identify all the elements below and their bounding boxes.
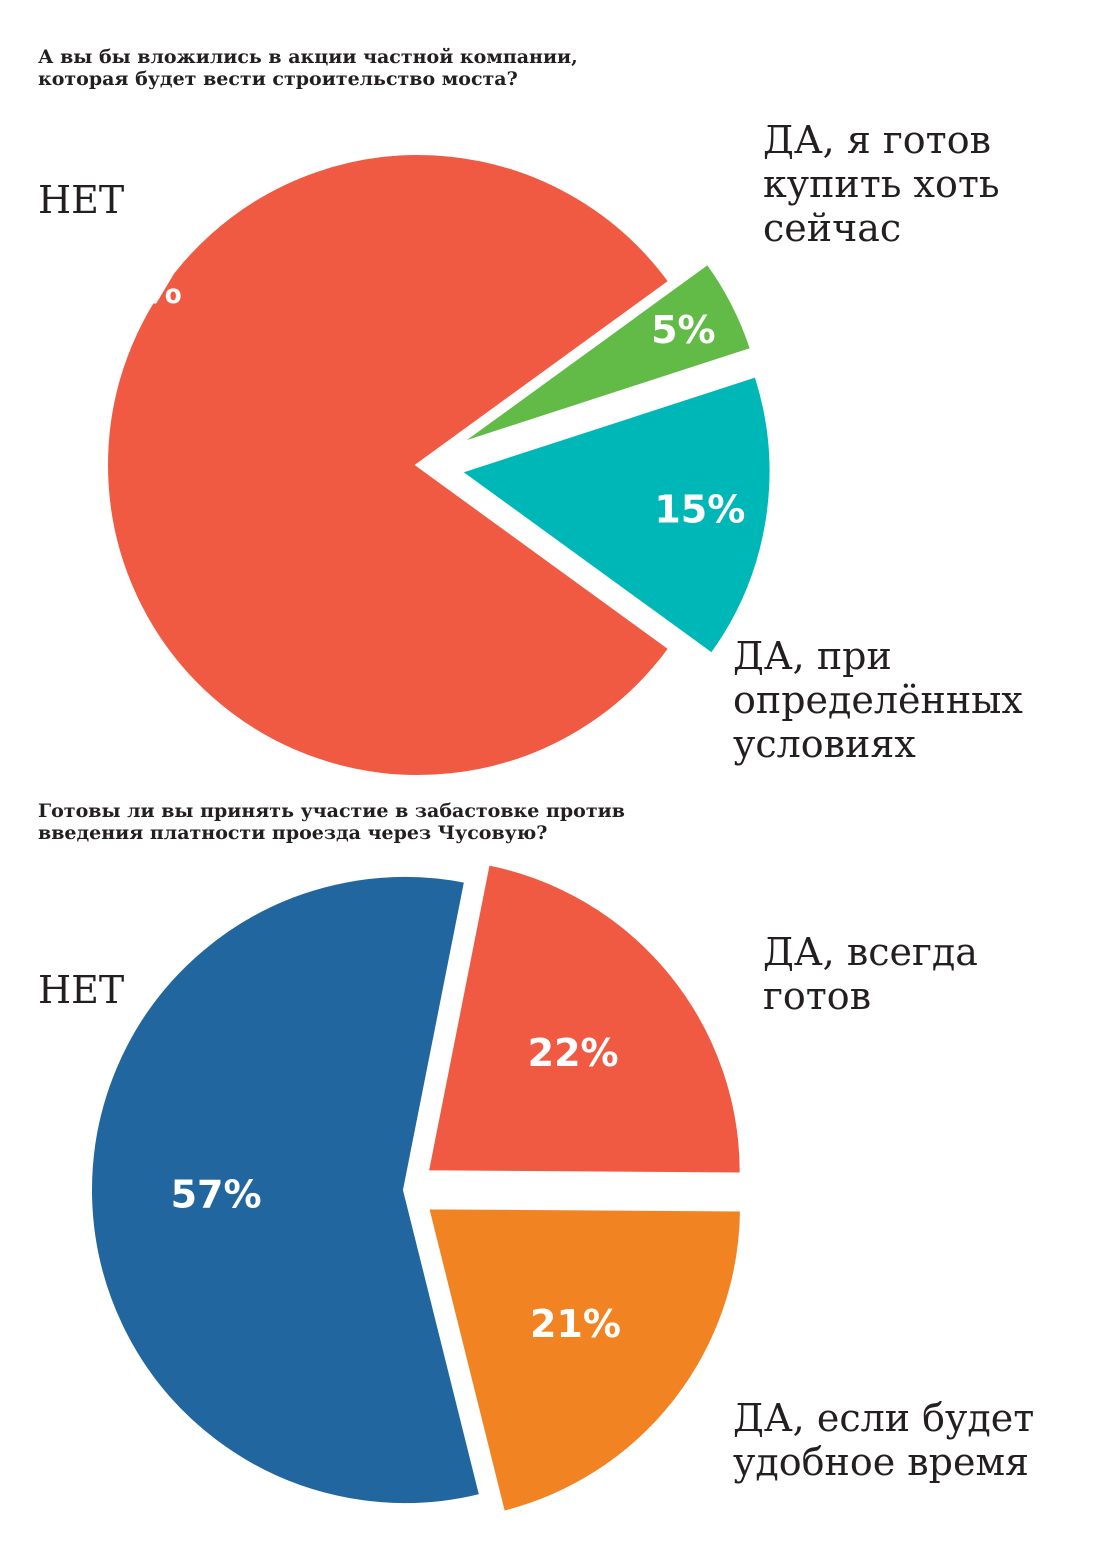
chart1-value-label-0: 80% xyxy=(91,268,182,312)
label-line: сейчас xyxy=(763,206,902,250)
chart1-value-label-1: 5% xyxy=(651,308,716,352)
chart2-slice-2 xyxy=(424,1205,745,1516)
chart2-label-yes-time: ДА, если будет удобное время xyxy=(733,1396,1034,1484)
label-line: ДА, если будет xyxy=(733,1396,1035,1440)
chart1-label-yes-cond: ДА, при определённых условиях xyxy=(733,634,1023,766)
label-line: удобное время xyxy=(733,1440,1030,1484)
label-line: условиях xyxy=(733,722,916,766)
chart2-value-label-1: 22% xyxy=(528,1031,619,1075)
chart2-title-line2: введения платности проезда через Чусовую… xyxy=(38,822,548,844)
chart1-label-no: НЕТ xyxy=(38,178,125,222)
label-line: готов xyxy=(763,974,872,1018)
label-line: ДА, всегда xyxy=(763,930,978,974)
chart2-label-yes-always: ДА, всегда готов xyxy=(763,930,978,1018)
chart2-value-label-0: 57% xyxy=(171,1173,262,1217)
label-line: определённых xyxy=(733,678,1023,722)
chart1-title: А вы бы вложились в акции частной компан… xyxy=(38,46,578,90)
chart1-label-yes-now: ДА, я готов купить хоть сейчас xyxy=(763,118,1000,250)
chart1-slice-2 xyxy=(455,372,774,658)
chart2-title: Готовы ли вы принять участие в забастовк… xyxy=(38,800,625,844)
label-line: ДА, я готов xyxy=(763,118,991,162)
chart1-value-label-2: 15% xyxy=(654,488,745,532)
chart2-slice-0 xyxy=(87,873,484,1507)
chart1-slice-0 xyxy=(104,151,674,779)
chart1-slice-1 xyxy=(454,259,755,448)
chart2-slice-1 xyxy=(424,860,744,1177)
chart1-title-line2: которая будет вести строительство моста? xyxy=(38,68,518,90)
label-line: ДА, при xyxy=(733,634,892,678)
chart1-title-line1: А вы бы вложились в акции частной компан… xyxy=(38,46,578,68)
chart2-value-label-2: 21% xyxy=(530,1302,621,1346)
chart2-label-no: НЕТ xyxy=(38,968,125,1012)
chart2-title-line1: Готовы ли вы принять участие в забастовк… xyxy=(38,800,625,822)
label-line: купить хоть xyxy=(763,162,1000,206)
